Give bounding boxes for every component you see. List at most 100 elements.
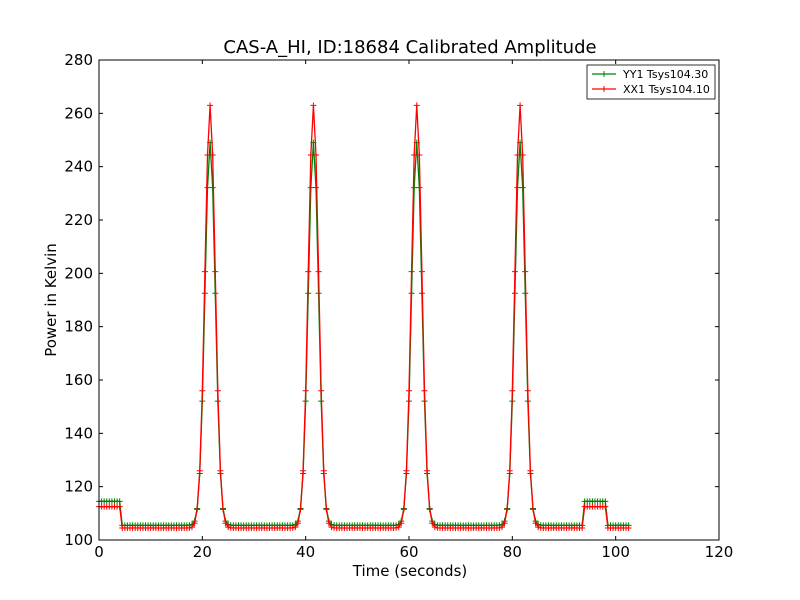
series-layer (96, 102, 632, 531)
legend: YY1 Tsys104.30 XX1 Tsys104.10 (586, 64, 716, 100)
data-point-1 (416, 151, 423, 158)
data-point-1 (400, 506, 407, 513)
x-axis-title: Time (seconds) (352, 562, 468, 580)
data-point-1 (499, 524, 505, 531)
data-point-1 (429, 520, 436, 527)
data-point-1 (517, 102, 524, 109)
y-tick-label: 280 (64, 51, 93, 69)
data-point-1 (579, 525, 586, 531)
x-tick-label: 20 (193, 543, 212, 561)
data-point-1 (535, 524, 542, 531)
x-tick-label: 40 (296, 543, 315, 561)
data-point-1 (506, 467, 513, 474)
data-point-1 (530, 506, 536, 513)
series-line-1 (99, 105, 629, 529)
data-point-1 (426, 506, 433, 513)
x-tick-label: 0 (94, 543, 104, 561)
data-point-1 (217, 467, 224, 474)
data-point-1 (201, 268, 208, 275)
x-tick-label: 80 (503, 543, 522, 561)
data-point-1 (189, 524, 195, 531)
data-point-1 (207, 102, 214, 109)
data-point-1 (511, 268, 518, 275)
x-tick-label: 100 (601, 543, 630, 561)
data-point-1 (323, 506, 330, 513)
data-point-1 (310, 102, 317, 109)
data-point-0 (209, 184, 216, 191)
data-point-1 (393, 524, 400, 531)
legend-label-1: XX1 Tsys104.10 (623, 83, 710, 96)
data-point-1 (431, 524, 438, 531)
data-point-1 (406, 387, 412, 394)
data-point-1 (421, 387, 428, 394)
data-point-1 (214, 387, 221, 394)
data-point-1 (504, 506, 511, 513)
data-point-1 (212, 268, 219, 275)
x-ticks: 0 20 40 60 80 100 120 (94, 60, 733, 561)
data-point-1 (532, 520, 539, 527)
y-tick-label: 140 (64, 424, 93, 442)
y-tick-label: 260 (64, 104, 93, 122)
data-point-1 (116, 503, 123, 510)
data-point-0 (204, 184, 211, 191)
legend-marker-1 (601, 86, 607, 92)
data-point-1 (191, 520, 198, 527)
data-point-1 (292, 524, 299, 531)
data-point-0 (116, 498, 123, 505)
data-point-1 (313, 151, 319, 158)
data-point-1 (222, 520, 229, 527)
data-point-1 (199, 387, 206, 394)
data-point-1 (220, 506, 226, 513)
y-ticks: 100 120 140 160 180 200 220 240 260 280 (64, 51, 719, 549)
data-point-1 (501, 520, 508, 527)
data-point-1 (294, 520, 301, 527)
y-axis-title: Power in Kelvin (42, 243, 60, 357)
data-point-0 (602, 498, 609, 505)
series-line-0 (99, 142, 629, 526)
data-point-1 (328, 524, 335, 531)
data-point-1 (398, 520, 405, 527)
plot-frame (98, 59, 720, 541)
y-tick-label: 160 (64, 371, 93, 389)
data-point-1 (289, 524, 296, 531)
data-point-1 (418, 268, 425, 275)
data-point-1 (320, 467, 327, 474)
data-point-1 (527, 467, 534, 474)
data-point-1 (524, 387, 531, 394)
data-point-0 (519, 184, 526, 191)
data-point-1 (186, 524, 193, 531)
data-point-1 (403, 467, 410, 474)
y-tick-label: 180 (64, 318, 93, 336)
data-point-1 (519, 151, 526, 158)
data-point-1 (602, 503, 609, 510)
y-tick-label: 220 (64, 211, 93, 229)
data-point-1 (302, 387, 309, 394)
data-point-0 (514, 184, 521, 191)
data-point-1 (194, 506, 201, 513)
data-point-1 (625, 525, 632, 531)
data-point-1 (522, 268, 529, 275)
data-point-0 (416, 184, 423, 191)
data-point-1 (496, 524, 503, 531)
data-point-1 (325, 520, 332, 527)
data-point-1 (514, 151, 521, 158)
data-point-0 (307, 184, 314, 191)
data-point-1 (315, 268, 322, 275)
x-tick-label: 120 (705, 543, 734, 561)
legend-marker-0 (601, 71, 607, 77)
data-point-1 (509, 387, 516, 394)
data-point-0 (411, 184, 418, 191)
y-tick-label: 100 (64, 531, 93, 549)
data-point-1 (225, 524, 232, 531)
data-point-0 (313, 184, 319, 191)
y-tick-label: 240 (64, 158, 93, 176)
legend-label-0: YY1 Tsys104.30 (622, 68, 708, 81)
y-tick-label: 120 (64, 478, 93, 496)
data-point-1 (297, 506, 304, 513)
data-point-1 (305, 268, 312, 275)
data-point-1 (395, 524, 402, 531)
legend-box (586, 64, 716, 100)
data-point-1 (209, 151, 216, 158)
data-point-1 (424, 467, 431, 474)
